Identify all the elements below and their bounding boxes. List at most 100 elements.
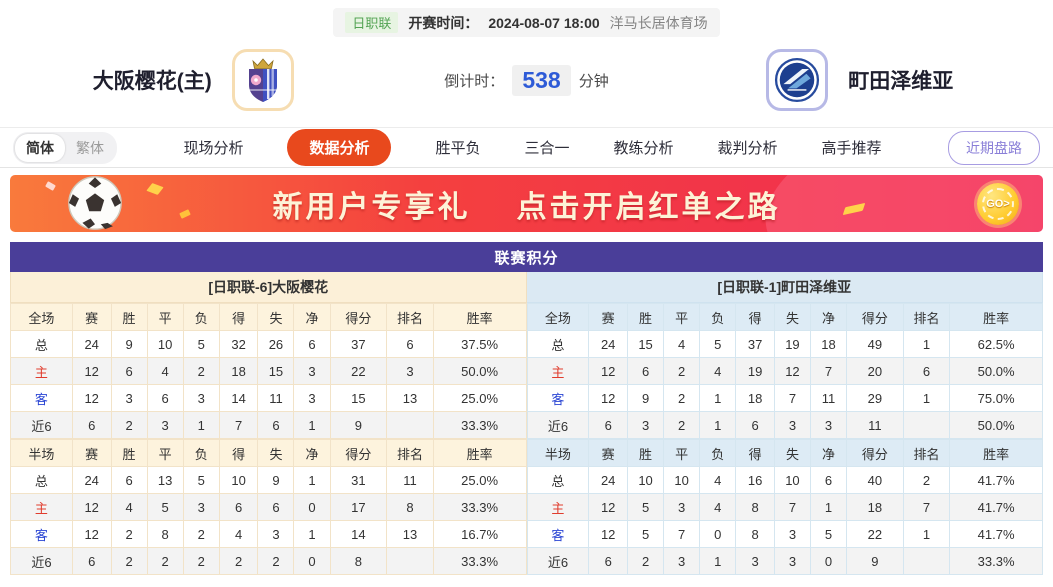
stat-cell: 6 bbox=[110, 357, 148, 385]
stat-cell: 13 bbox=[146, 466, 184, 494]
stat-cell: 3 bbox=[257, 520, 295, 548]
row-label-cell: 主 bbox=[526, 493, 590, 521]
stat-cell: 9 bbox=[846, 547, 904, 575]
tab-referee-analysis[interactable]: 裁判分析 bbox=[717, 140, 778, 157]
scope-header-cell: 半场 bbox=[10, 439, 73, 467]
tab-three-in-one[interactable]: 三合一 bbox=[524, 140, 570, 157]
stat-cell: 75.0% bbox=[949, 384, 1043, 412]
stat-cell: 3 bbox=[773, 547, 811, 575]
home-fulltime-table: 全场赛胜平负得失净得分 排名 胜率总 24 9 10 5 32 26 6 37 6 37.5% 主 12 6 4… bbox=[10, 303, 527, 439]
kickoff-time: 2024-08-07 18:00 bbox=[488, 14, 600, 31]
stat-cell: 12 bbox=[588, 384, 629, 412]
language-toggle: 简体 繁体 bbox=[13, 131, 117, 164]
column-header-cell: 胜 bbox=[110, 303, 148, 331]
stat-cell: 12 bbox=[588, 357, 629, 385]
stat-cell: 7 bbox=[218, 411, 259, 439]
stat-cell: 7 bbox=[809, 357, 848, 385]
stat-cell: 8 bbox=[329, 547, 388, 575]
stat-cell: 5 bbox=[182, 330, 220, 358]
tab-coach-analysis[interactable]: 教练分析 bbox=[613, 140, 674, 157]
home-team-logo bbox=[231, 49, 294, 111]
standings-title: 联赛积分 bbox=[10, 242, 1043, 272]
tab-expert-picks[interactable]: 高手推荐 bbox=[821, 140, 882, 157]
column-header-cell: 得 bbox=[735, 303, 775, 331]
stat-cell: 0 bbox=[293, 493, 331, 521]
stat-cell: 5 bbox=[146, 493, 184, 521]
stat-cell: 29 bbox=[846, 384, 904, 412]
stat-cell: 25.0% bbox=[432, 384, 527, 412]
row-label-cell: 主 bbox=[526, 357, 590, 385]
stat-cell: 24 bbox=[71, 466, 112, 494]
stat-cell: 41.7% bbox=[949, 520, 1043, 548]
lang-traditional-option[interactable]: 繁体 bbox=[76, 139, 104, 156]
lang-simplified-option[interactable]: 简体 bbox=[15, 133, 65, 162]
promo-banner[interactable]: 新用户专享礼 点击开启红单之路 GO> bbox=[10, 175, 1043, 232]
stat-cell bbox=[386, 547, 434, 575]
stat-cell: 6 bbox=[902, 357, 951, 385]
recent-odds-trend-button[interactable]: 近期盘路 bbox=[948, 130, 1040, 165]
stat-cell: 50.0% bbox=[432, 357, 527, 385]
stat-cell: 12 bbox=[71, 357, 112, 385]
stat-cell: 12 bbox=[773, 357, 811, 385]
column-header-cell: 失 bbox=[773, 303, 811, 331]
away-standings-team-header: [日职联-1]町田泽维亚 bbox=[526, 272, 1043, 303]
stat-cell: 6 bbox=[293, 330, 331, 358]
table-row: 主 12 5 3 4 8 7 1 18 7 41.7% bbox=[526, 493, 1043, 521]
tab-live-analysis[interactable]: 现场分析 bbox=[183, 140, 244, 157]
column-header-cell: 得 bbox=[735, 439, 775, 467]
row-label-cell: 近6 bbox=[526, 547, 590, 575]
stat-cell: 3 bbox=[773, 411, 811, 439]
row-label-cell: 客 bbox=[526, 384, 590, 412]
stat-cell: 32 bbox=[218, 330, 259, 358]
stat-cell: 7 bbox=[773, 493, 811, 521]
stat-cell: 33.3% bbox=[432, 493, 527, 521]
table-row: 客 12 9 2 1 18 7 11 29 1 75.0% bbox=[526, 384, 1043, 412]
stat-cell: 0 bbox=[293, 547, 331, 575]
stat-cell: 5 bbox=[699, 330, 737, 358]
stat-cell: 2 bbox=[110, 520, 148, 548]
tab-win-draw-loss[interactable]: 胜平负 bbox=[435, 140, 481, 157]
table-header-row: 半场赛胜平负得失净得分 排名 胜率 bbox=[526, 439, 1043, 467]
stat-cell: 31 bbox=[329, 466, 388, 494]
stat-cell: 2 bbox=[146, 547, 184, 575]
stat-cell: 2 bbox=[663, 384, 701, 412]
match-info-bar: 日职联 开赛时间： 2024-08-07 18:00 洋马长居体育场 bbox=[333, 8, 720, 37]
stat-cell: 41.7% bbox=[949, 493, 1043, 521]
go-button-label: GO> bbox=[986, 197, 1010, 210]
stat-cell: 3 bbox=[182, 493, 220, 521]
stat-cell: 4 bbox=[146, 357, 184, 385]
stat-cell: 24 bbox=[588, 466, 629, 494]
stat-cell: 6 bbox=[735, 411, 775, 439]
stat-cell: 11 bbox=[386, 466, 434, 494]
column-header-cell: 得分 bbox=[846, 303, 904, 331]
stat-cell: 8 bbox=[386, 493, 434, 521]
stat-cell: 3 bbox=[735, 547, 775, 575]
home-team-name: 大阪樱花(主) bbox=[92, 70, 212, 93]
stat-cell: 12 bbox=[588, 493, 629, 521]
table-row: 近6 6 2 3 1 3 3 0 9 33.3% bbox=[526, 547, 1043, 575]
stat-cell: 3 bbox=[663, 493, 701, 521]
table-row: 客 12 2 8 2 4 3 1 14 13 16.7% bbox=[10, 520, 527, 548]
stat-cell: 22 bbox=[329, 357, 388, 385]
venue-name: 洋马长居体育场 bbox=[609, 14, 708, 31]
go-button[interactable]: GO> bbox=[977, 182, 1019, 225]
stat-cell: 2 bbox=[182, 357, 220, 385]
stat-cell: 4 bbox=[699, 466, 737, 494]
match-header: 日职联 开赛时间： 2024-08-07 18:00 洋马长居体育场 大阪樱花(… bbox=[0, 0, 1053, 127]
countdown-unit: 分钟 bbox=[578, 72, 609, 90]
stat-cell: 33.3% bbox=[432, 547, 527, 575]
column-header-cell: 得分 bbox=[329, 303, 388, 331]
stat-cell: 6 bbox=[257, 411, 295, 439]
stat-cell: 7 bbox=[773, 384, 811, 412]
row-label-cell: 近6 bbox=[10, 411, 73, 439]
analysis-tabs: 现场分析 数据分析 胜平负 三合一 教练分析 裁判分析 高手推荐 bbox=[117, 129, 948, 166]
stat-cell: 11 bbox=[846, 411, 904, 439]
away-halftime-table: 半场赛胜平负得失净得分 排名 胜率总 24 10 10 4 16 10 6 40 2 41.7% 主 12 5… bbox=[526, 439, 1044, 575]
row-label-cell: 总 bbox=[10, 466, 73, 494]
table-row: 客 12 3 6 3 14 11 3 15 13 25.0% bbox=[10, 384, 527, 412]
tab-data-analysis[interactable]: 数据分析 bbox=[287, 129, 392, 166]
stat-cell: 2 bbox=[663, 411, 701, 439]
stat-cell: 8 bbox=[735, 493, 775, 521]
column-header-cell: 净 bbox=[293, 303, 331, 331]
stat-cell: 11 bbox=[257, 384, 295, 412]
